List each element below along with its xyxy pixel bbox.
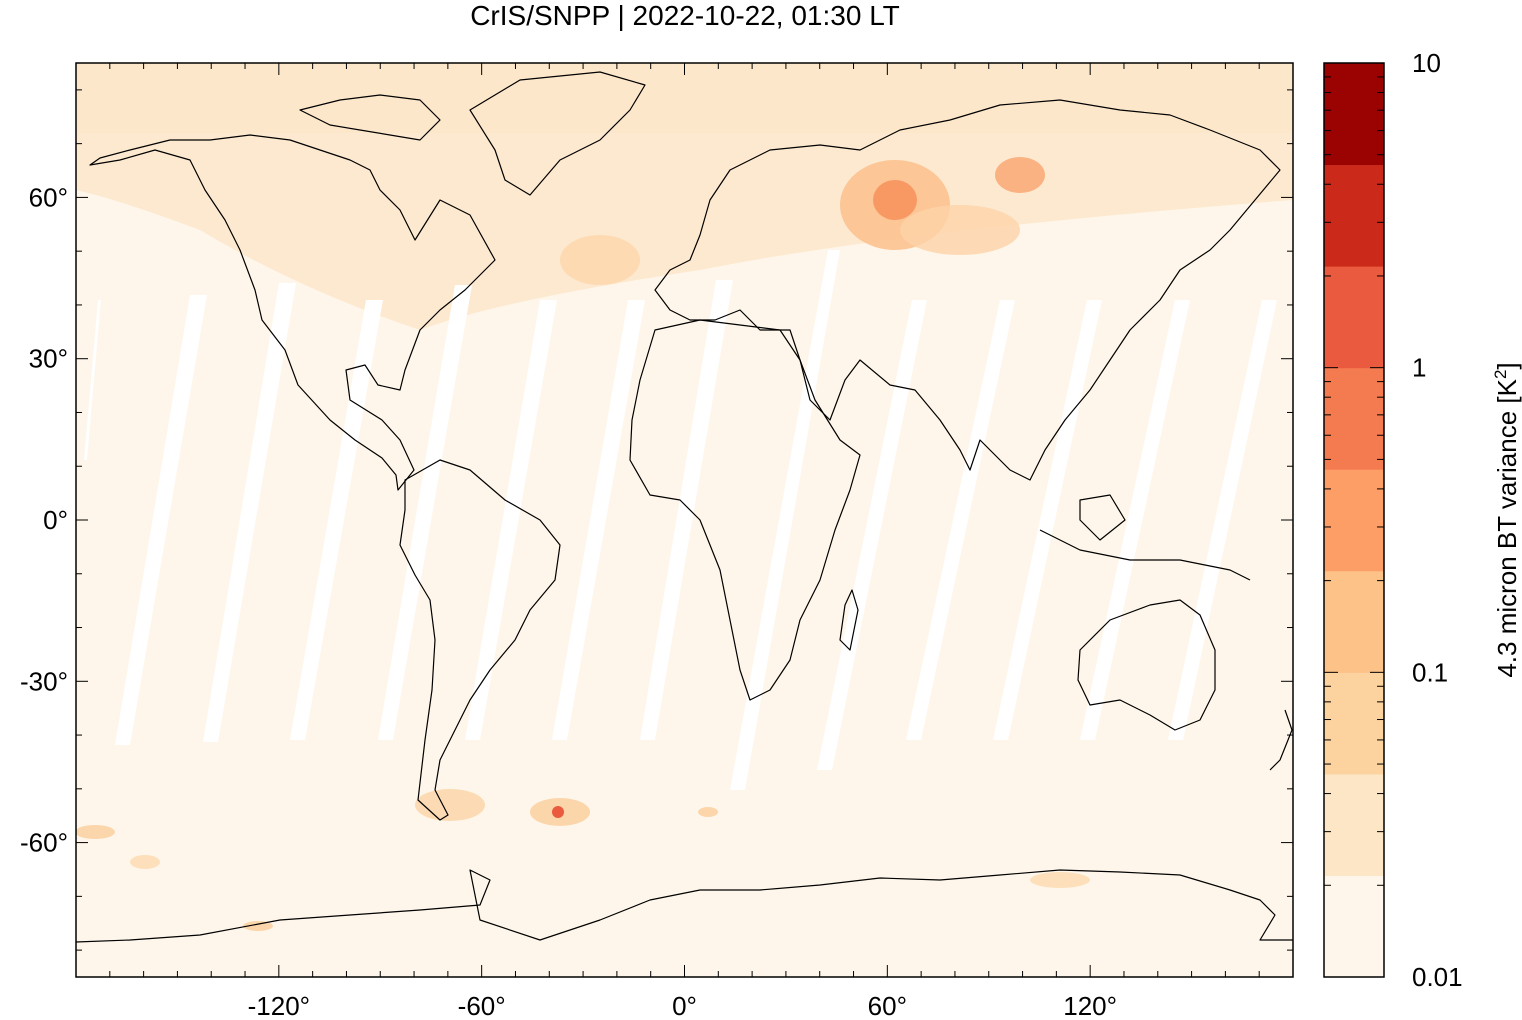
coast-eurasia	[654, 99, 1281, 481]
colorbar-segment	[1324, 672, 1384, 775]
x-tick-label: -60°	[458, 991, 506, 1020]
coast-madagascar	[839, 589, 859, 651]
map-x-axis: -120° -60° 0° 60° 120°	[109, 63, 1260, 1020]
colorbar-tick-label: 0.1	[1412, 657, 1448, 687]
coast-borneo	[1079, 494, 1126, 541]
y-tick-label: -30°	[20, 666, 68, 696]
y-tick-label: 30°	[29, 344, 68, 374]
colorbar-axis: 10 1 0.1 0.01	[1324, 48, 1463, 992]
colorbar-tick-label: 0.01	[1412, 962, 1463, 992]
colorbar-segment	[1324, 164, 1384, 267]
colorbar-title: 4.3 micron BT variance [K2]	[1491, 362, 1522, 677]
coastlines	[76, 71, 1293, 943]
y-tick-label: -60°	[20, 828, 68, 858]
swath-gaps	[84, 250, 1277, 790]
coast-greenland	[469, 71, 646, 196]
coast-new-zealand	[1269, 709, 1293, 771]
coast-north-america	[89, 134, 496, 491]
colorbar-tick-label: 1	[1412, 353, 1426, 383]
colorbar-segment	[1324, 469, 1384, 572]
map-title: CrIS/SNPP | 2022-10-22, 01:30 LT	[470, 0, 900, 31]
x-tick-label: -120°	[248, 991, 310, 1020]
colorbar-segment	[1324, 63, 1384, 166]
colorbar-segment	[1324, 875, 1384, 978]
coast-antarctica	[76, 869, 1293, 943]
x-tick-label: 120°	[1063, 991, 1117, 1020]
coast-south-america	[399, 459, 561, 821]
y-tick-label: 60°	[29, 182, 68, 212]
colorbar-frame	[1323, 62, 1385, 978]
colorbar-segment	[1324, 266, 1384, 369]
coast-australia	[1077, 599, 1216, 731]
colorbar	[1324, 63, 1384, 978]
colorbar-segment	[1324, 367, 1384, 470]
coast-indonesia	[1039, 529, 1251, 581]
map-y-axis: 60° 30° 0° -30° -60°	[20, 89, 1293, 951]
y-tick-label: 0°	[43, 505, 68, 535]
colorbar-segment	[1324, 570, 1384, 673]
x-tick-label: 60°	[868, 991, 907, 1020]
coast-africa	[629, 319, 861, 701]
map-area	[76, 63, 1293, 977]
colorbar-segment	[1324, 773, 1384, 876]
colorbar-tick-label: 10	[1412, 48, 1441, 78]
x-tick-label: 0°	[672, 991, 697, 1020]
coast-arctic-islands	[299, 94, 441, 141]
